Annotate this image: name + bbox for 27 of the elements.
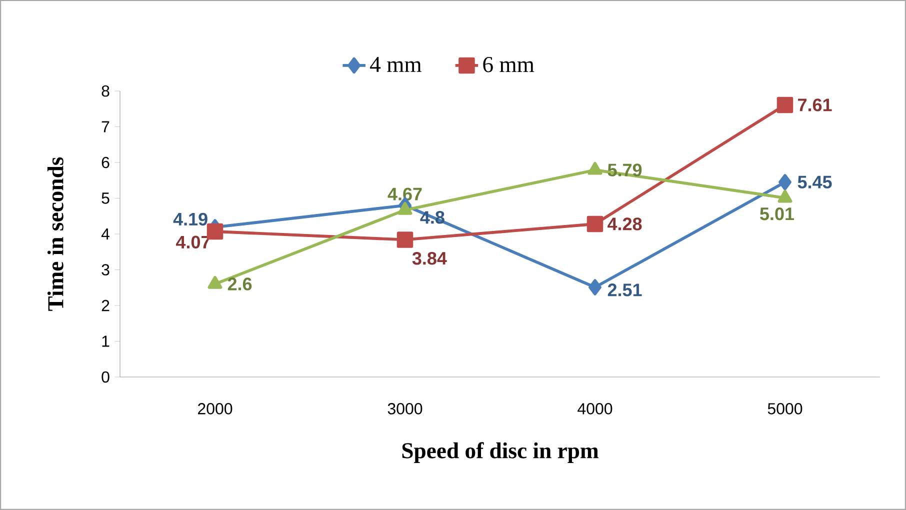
data-label: 7.61 (798, 98, 832, 112)
data-label: 4.19 (173, 212, 208, 226)
data-label: 4.67 (388, 188, 422, 200)
y-tick-label: 7 (102, 121, 110, 132)
y-tick-label: 2 (102, 300, 110, 312)
data-label: 2.6 (228, 278, 252, 290)
legend-label: 4 mm (370, 57, 422, 72)
data-label: 5.79 (608, 164, 642, 176)
x-tick-label: 2000 (198, 403, 232, 414)
x-tick-label: 4000 (578, 403, 612, 414)
x-axis-title: Speed of disc in rpm (402, 442, 598, 463)
y-tick-label: 0 (102, 371, 110, 383)
legend-label: 6 mm (483, 56, 534, 72)
x-tick-label: 5000 (768, 403, 802, 414)
y-tick-label: 3 (102, 264, 110, 276)
data-label: 5.45 (798, 176, 832, 188)
data-label: 2.51 (608, 284, 642, 296)
y-tick-label: 1 (102, 336, 110, 347)
data-label: 4.28 (608, 218, 642, 230)
y-tick-label: 5 (102, 192, 110, 204)
data-label: 5.01 (760, 207, 794, 220)
data-label: 3.84 (412, 252, 447, 265)
x-tick-label: 3000 (388, 403, 422, 414)
y-tick-label: 6 (102, 156, 110, 168)
y-tick-label: 8 (102, 85, 110, 97)
y-tick-label: 4 (101, 228, 110, 240)
y-axis-title: Time in seconds (47, 157, 64, 311)
